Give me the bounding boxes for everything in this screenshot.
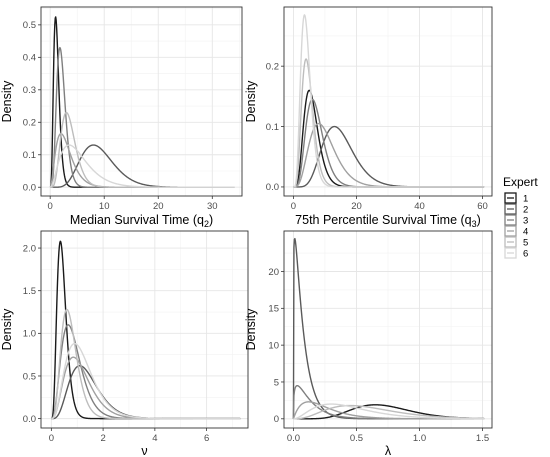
axes: 0 20 40 60 0.0 0.1 0.2 xyxy=(266,61,488,212)
x-tick-label: 0.0 xyxy=(287,433,300,444)
y-tick-label: 0.0 xyxy=(266,182,279,193)
x-axis-title: ν xyxy=(141,444,147,457)
x-tick-label: 20 xyxy=(153,201,164,212)
series-line-expert-6 xyxy=(293,14,485,188)
legend-item-expert-4: 4 xyxy=(504,225,528,238)
legend-item-expert-3: 3 xyxy=(504,214,528,227)
y-axis-title: Density xyxy=(244,308,258,350)
y-tick-label: 0.5 xyxy=(23,20,36,31)
y-tick-label: 0.5 xyxy=(23,371,36,382)
legend-item-expert-5: 5 xyxy=(504,236,528,249)
x-tick-label: 40 xyxy=(414,201,425,212)
y-axis-title: Density xyxy=(0,308,14,350)
x-tick-label: 1.0 xyxy=(413,433,426,444)
legend-label: 6 xyxy=(523,249,528,260)
panel-border xyxy=(40,6,243,197)
legend-label: 3 xyxy=(523,216,528,227)
series-lines xyxy=(51,240,241,420)
y-tick-label: 2.0 xyxy=(23,243,36,254)
legend-label: 1 xyxy=(523,194,528,205)
x-tick-label: 0 xyxy=(291,201,296,212)
series-lines xyxy=(293,14,485,188)
x-tick-label: 4 xyxy=(152,433,157,444)
x-axis-title: Median Survival Time (q2) xyxy=(70,213,213,229)
y-tick-label: 20 xyxy=(268,267,279,278)
panel-percentile-survival: 0 20 40 60 0.0 0.1 0.2 75th Percentile Survival… xyxy=(244,6,493,229)
x-tick-label: 2 xyxy=(100,433,105,444)
panel-median-survival: 0 10 20 30 0.0 0.1 0.2 0.3 0.4 0.5 Median Survival… xyxy=(0,6,243,229)
y-tick-label: 5 xyxy=(274,377,279,388)
series-line-expert-5 xyxy=(293,404,485,420)
panel-border xyxy=(283,230,493,429)
y-tick-label: 0.0 xyxy=(23,414,36,425)
x-tick-label: 0 xyxy=(49,433,54,444)
y-tick-label: 10 xyxy=(268,340,279,351)
y-tick-label: 0.1 xyxy=(266,122,279,133)
panel-border xyxy=(40,230,249,429)
legend-label: 2 xyxy=(523,205,528,216)
y-tick-label: 0 xyxy=(274,414,279,425)
series-line-expert-6 xyxy=(293,403,485,420)
y-tick-label: 15 xyxy=(268,304,279,315)
x-tick-label: 0 xyxy=(48,201,53,212)
x-axis-title: λ xyxy=(385,444,392,457)
axes: 0 2 4 6 0.0 0.5 1.0 1.5 2.0 xyxy=(23,243,209,444)
series-lines xyxy=(292,237,485,420)
y-tick-label: 0.0 xyxy=(23,183,36,194)
series-line-expert-6 xyxy=(51,342,241,420)
panel-background xyxy=(41,231,248,428)
x-tick-label: 1.5 xyxy=(476,433,489,444)
axes: 0 10 20 30 0.0 0.1 0.2 0.3 0.4 0.5 xyxy=(23,20,218,212)
y-tick-label: 0.4 xyxy=(23,53,36,64)
series-line-expert-6 xyxy=(49,144,235,188)
x-tick-label: 20 xyxy=(351,201,362,212)
x-tick-label: 0.5 xyxy=(350,433,363,444)
legend-item-expert-6: 6 xyxy=(504,247,528,260)
y-tick-label: 0.3 xyxy=(23,85,36,96)
x-tick-label: 6 xyxy=(204,433,209,444)
legend-title: Expert xyxy=(503,175,538,189)
y-axis-title: Density xyxy=(244,80,258,122)
y-tick-label: 0.2 xyxy=(23,118,36,129)
y-axis-title: Density xyxy=(0,80,14,122)
x-tick-label: 10 xyxy=(99,201,110,212)
x-tick-label: 30 xyxy=(207,201,218,212)
y-tick-label: 1.0 xyxy=(23,329,36,340)
legend-label: 5 xyxy=(523,238,528,249)
x-axis-title: 75th Percentile Survival Time (q3) xyxy=(295,213,481,229)
legend-item-expert-2: 2 xyxy=(504,203,528,216)
y-tick-label: 1.5 xyxy=(23,286,36,297)
y-tick-label: 0.2 xyxy=(266,61,279,72)
axes: 0.0 0.5 1.0 1.5 0 5 10 15 20 xyxy=(268,267,489,444)
series-lines xyxy=(49,16,235,188)
y-tick-label: 0.1 xyxy=(23,150,36,161)
panel-nu: 0 2 4 6 0.0 0.5 1.0 1.5 2.0 ν Density xyxy=(0,230,249,457)
panel-lambda: 0.0 0.5 1.0 1.5 0 5 10 15 20 λ Density xyxy=(244,230,493,457)
legend-label: 4 xyxy=(523,227,528,238)
panel-border xyxy=(283,6,493,197)
legend-item-expert-1: 1 xyxy=(504,192,528,205)
x-tick-label: 60 xyxy=(477,201,488,212)
